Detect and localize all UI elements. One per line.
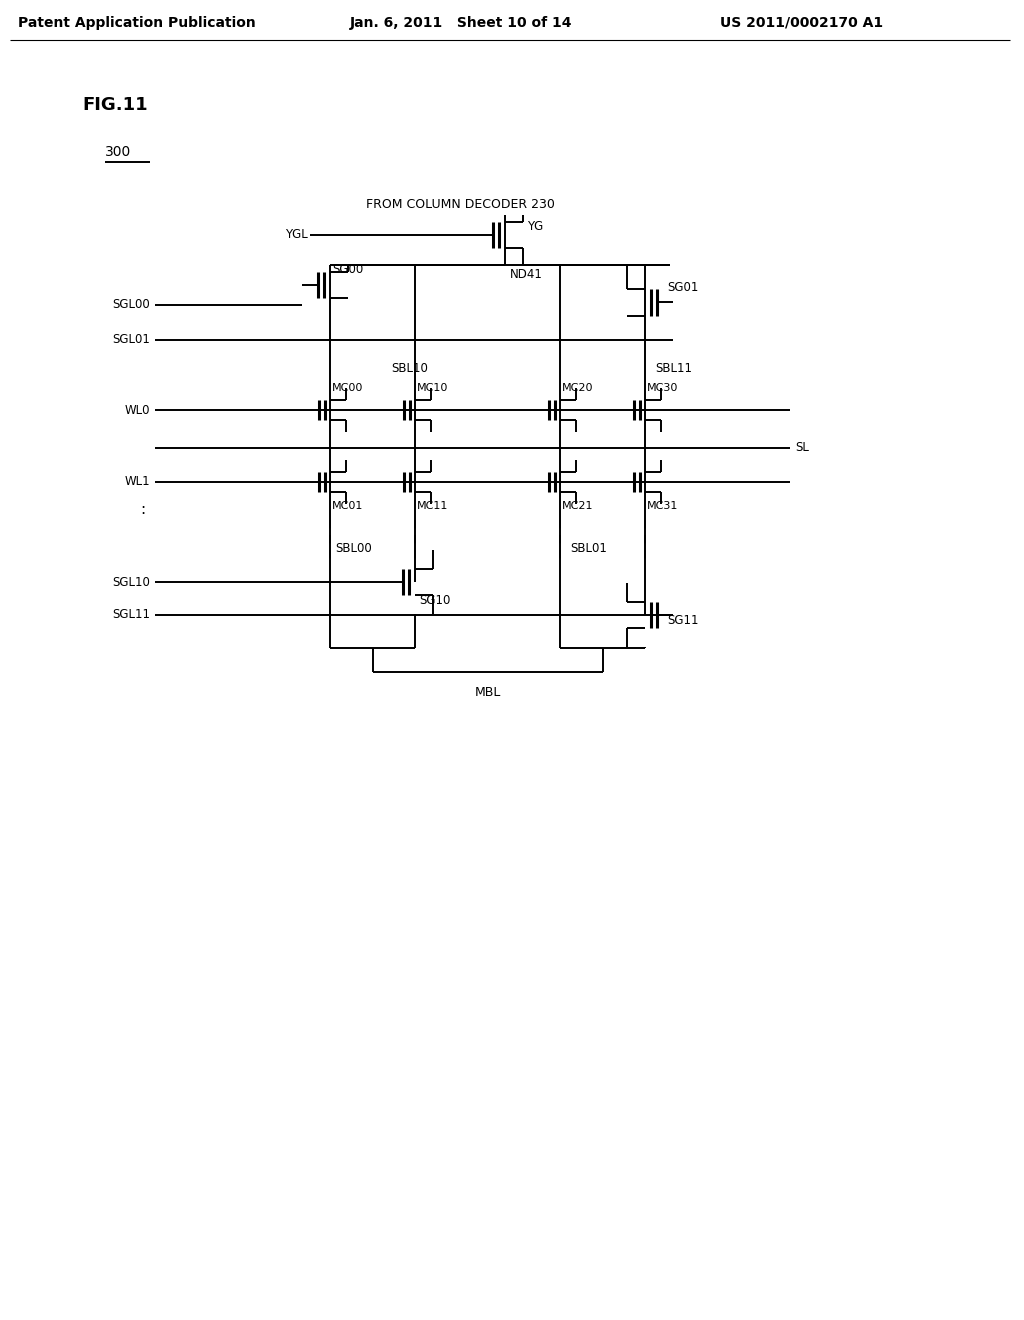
Text: Jan. 6, 2011   Sheet 10 of 14: Jan. 6, 2011 Sheet 10 of 14 <box>350 16 572 30</box>
Text: MC10: MC10 <box>417 383 449 393</box>
Text: WL0: WL0 <box>125 404 150 417</box>
Text: FIG.11: FIG.11 <box>82 96 147 114</box>
Text: SGL11: SGL11 <box>112 609 150 622</box>
Text: MC21: MC21 <box>562 502 594 511</box>
Text: MC30: MC30 <box>647 383 678 393</box>
Text: SGL01: SGL01 <box>112 334 150 346</box>
Text: SG10: SG10 <box>419 594 451 606</box>
Text: SBL10: SBL10 <box>391 362 428 375</box>
Text: FROM COLUMN DECODER 230: FROM COLUMN DECODER 230 <box>366 198 554 211</box>
Text: MBL: MBL <box>474 685 501 698</box>
Text: WL1: WL1 <box>124 475 150 488</box>
Text: :: : <box>140 503 145 517</box>
Text: MC20: MC20 <box>562 383 594 393</box>
Text: ND41: ND41 <box>510 268 543 281</box>
Text: SGL00: SGL00 <box>113 298 150 312</box>
Text: SL: SL <box>795 441 809 454</box>
Text: Patent Application Publication: Patent Application Publication <box>18 16 256 30</box>
Text: SBL00: SBL00 <box>335 541 372 554</box>
Text: SBL11: SBL11 <box>655 362 692 375</box>
Text: YG: YG <box>527 220 544 234</box>
Text: SGL10: SGL10 <box>112 576 150 589</box>
Text: MC01: MC01 <box>332 502 364 511</box>
Text: SG11: SG11 <box>667 614 698 627</box>
Text: SG00: SG00 <box>332 264 364 276</box>
Text: SBL01: SBL01 <box>570 541 607 554</box>
Text: US 2011/0002170 A1: US 2011/0002170 A1 <box>720 16 883 30</box>
Text: MC11: MC11 <box>417 502 449 511</box>
Text: YGL: YGL <box>286 228 308 242</box>
Text: MC31: MC31 <box>647 502 678 511</box>
Text: SG01: SG01 <box>667 281 698 294</box>
Text: 300: 300 <box>105 145 131 158</box>
Text: MC00: MC00 <box>332 383 364 393</box>
